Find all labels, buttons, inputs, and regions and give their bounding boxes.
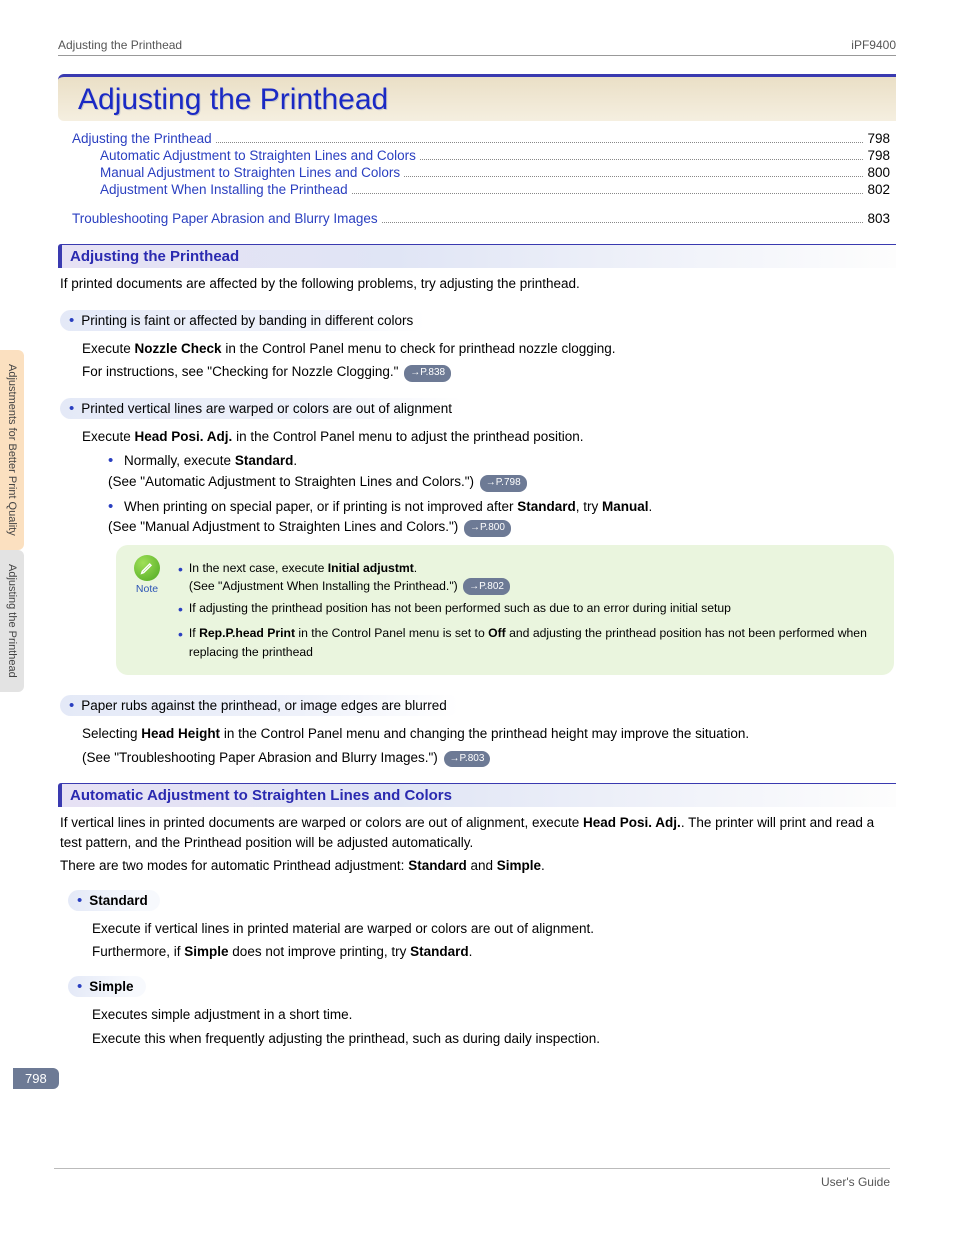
- toc-item[interactable]: Adjusting the Printhead 798: [72, 131, 890, 146]
- problem-warped-lines: Printed vertical lines are warped or col…: [60, 398, 464, 419]
- header-left: Adjusting the Printhead: [58, 38, 182, 52]
- s2-p2: There are two modes for automatic Printh…: [60, 856, 894, 876]
- toc-label: Automatic Adjustment to Straighten Lines…: [100, 148, 416, 163]
- page-number-badge: 798: [13, 1068, 59, 1089]
- section1: If printed documents are affected by the…: [58, 274, 896, 767]
- toc-leader: [216, 142, 864, 143]
- toc-item[interactable]: Automatic Adjustment to Straighten Lines…: [72, 148, 890, 163]
- p2-line1: Execute Head Posi. Adj. in the Control P…: [82, 427, 894, 447]
- note-item3: If Rep.P.head Print in the Control Panel…: [178, 624, 882, 661]
- header-right: iPF9400: [851, 38, 896, 52]
- note-box: Note In the next case, execute Initial a…: [116, 545, 894, 675]
- note-icon-col: Note: [128, 555, 166, 665]
- note-body: In the next case, execute Initial adjust…: [178, 555, 882, 665]
- p1-line1: Execute Nozzle Check in the Control Pane…: [82, 339, 894, 359]
- subheading-adjusting: Adjusting the Printhead: [58, 244, 896, 268]
- toc-item[interactable]: Troubleshooting Paper Abrasion and Blurr…: [72, 211, 890, 226]
- p2-bullet1: Normally, execute Standard. (See "Automa…: [108, 450, 894, 491]
- mode-standard-body: Execute if vertical lines in printed mat…: [92, 919, 894, 962]
- toc-page: 802: [867, 182, 890, 197]
- page-ref-803[interactable]: →P.803: [444, 751, 491, 768]
- page-ref-800[interactable]: →P.800: [464, 520, 511, 537]
- p3-line1: Selecting Head Height in the Control Pan…: [82, 724, 894, 744]
- page-header: Adjusting the Printhead iPF9400: [58, 38, 896, 56]
- p2-bullet2: When printing on special paper, or if pr…: [108, 496, 894, 537]
- page-ref-798[interactable]: →P.798: [480, 475, 527, 492]
- toc-label: Manual Adjustment to Straighten Lines an…: [100, 165, 400, 180]
- mode-simple-body: Executes simple adjustment in a short ti…: [92, 1005, 894, 1048]
- note-item2: If adjusting the printhead position has …: [178, 599, 882, 620]
- toc-item[interactable]: Manual Adjustment to Straighten Lines an…: [72, 165, 890, 180]
- toc-page: 800: [867, 165, 890, 180]
- mode-simple: Simple: [68, 976, 146, 997]
- intro-text: If printed documents are affected by the…: [60, 274, 894, 294]
- toc-page: 803: [867, 211, 890, 226]
- subheading-auto-adjust: Automatic Adjustment to Straighten Lines…: [58, 783, 896, 807]
- page-ref-838[interactable]: →P.838: [404, 365, 451, 382]
- table-of-contents: Adjusting the Printhead 798 Automatic Ad…: [72, 131, 890, 226]
- toc-label: Troubleshooting Paper Abrasion and Blurr…: [72, 211, 378, 226]
- toc-label: Adjusting the Printhead: [72, 131, 212, 146]
- note-label: Note: [128, 583, 166, 595]
- toc-page: 798: [867, 148, 890, 163]
- page-ref-802[interactable]: →P.802: [463, 578, 510, 595]
- toc-page: 798: [867, 131, 890, 146]
- main-title-bar: Adjusting the Printhead: [58, 74, 896, 121]
- problem-paper-rubs: Paper rubs against the printhead, or ima…: [60, 695, 459, 716]
- p3-line2: (See "Troubleshooting Paper Abrasion and…: [82, 748, 894, 768]
- mode-standard: Standard: [68, 890, 160, 911]
- page: Adjusting the Printhead iPF9400 Adjustin…: [0, 0, 954, 1048]
- footer: User's Guide: [54, 1168, 890, 1189]
- toc-item[interactable]: Adjustment When Installing the Printhead…: [72, 182, 890, 197]
- problem-faint-banding: Printing is faint or affected by banding…: [60, 310, 425, 331]
- main-title: Adjusting the Printhead: [78, 83, 882, 117]
- s2-p1: If vertical lines in printed documents a…: [60, 813, 894, 852]
- p1-line2: For instructions, see "Checking for Nozz…: [82, 362, 894, 382]
- section2: If vertical lines in printed documents a…: [58, 813, 896, 1048]
- note-item1: In the next case, execute Initial adjust…: [178, 559, 882, 596]
- toc-label: Adjustment When Installing the Printhead: [100, 182, 348, 197]
- note-pencil-icon: [134, 555, 160, 581]
